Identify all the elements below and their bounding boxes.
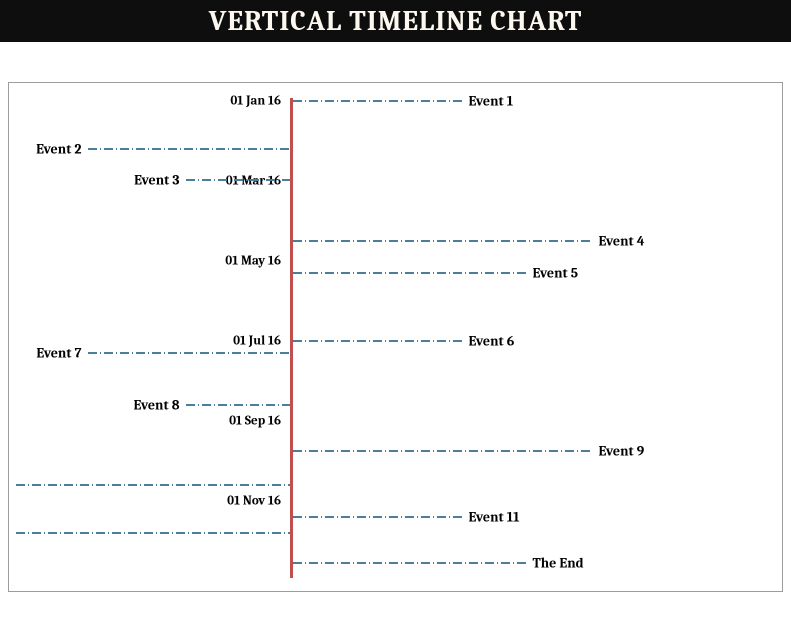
event-connector: [16, 483, 290, 487]
event-label: Event 7: [36, 345, 81, 362]
event-label: Event 3: [134, 172, 179, 189]
chart-frame: 01 Jan 16 01 Mar 16 01 May 16 01 Jul 16 01 S…: [8, 82, 783, 592]
event-connector: [186, 403, 290, 407]
event-connector: [293, 99, 463, 103]
event-label: Event 6: [469, 333, 515, 350]
date-label: 01 Sep 16: [229, 414, 281, 429]
date-label: 01 May 16: [225, 254, 281, 269]
event-connector: [16, 531, 290, 535]
chart-title-bar: VERTICAL TIMELINE CHART: [0, 0, 791, 42]
chart-title: VERTICAL TIMELINE CHART: [209, 0, 583, 42]
event-connector: [88, 351, 290, 355]
event-label: Event 1: [469, 93, 514, 110]
event-connector: [293, 515, 463, 519]
event-connector: [293, 449, 593, 453]
event-label: The End: [533, 555, 584, 572]
event-connector: [293, 239, 593, 243]
event-label: Event 11: [469, 509, 520, 526]
timeline-axis: [290, 98, 293, 578]
event-connector: [88, 147, 290, 151]
date-label: 01 Jan 16: [230, 94, 281, 109]
event-connector: [293, 271, 527, 275]
date-label: 01 Nov 16: [227, 494, 281, 509]
event-connector: [293, 561, 527, 565]
chart-plot-area: 01 Jan 16 01 Mar 16 01 May 16 01 Jul 16 01 S…: [9, 83, 782, 591]
date-label: 01 Mar 16: [226, 174, 281, 189]
event-connector: [293, 339, 463, 343]
event-label: Event 2: [36, 141, 81, 158]
event-label: Event 5: [533, 265, 579, 282]
date-label: 01 Jul 16: [233, 334, 281, 349]
event-label: Event 4: [599, 233, 645, 250]
event-label: Event 8: [133, 397, 179, 414]
event-label: Event 9: [599, 443, 645, 460]
